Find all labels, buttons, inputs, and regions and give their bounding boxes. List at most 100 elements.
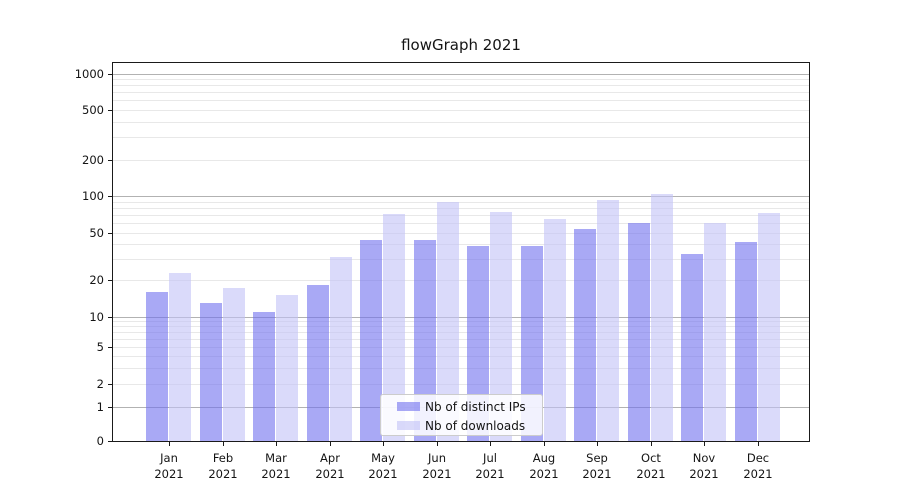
gridline-major-10: [113, 317, 809, 318]
gridline-minor-9: [113, 321, 809, 322]
x-tick-label-year: 2021: [315, 466, 345, 481]
gridline-minor-70: [113, 215, 809, 216]
bar-jan-downloads: [169, 273, 191, 441]
bar-oct-distinct-ips: [628, 223, 650, 441]
chart-title: flowGraph 2021: [401, 36, 521, 54]
x-tick-label-month: Dec: [746, 451, 770, 465]
gridline-minor-20: [113, 280, 809, 281]
x-tick-label-month: Feb: [212, 451, 234, 465]
x-tick-mark-oct: [651, 442, 652, 446]
bar-jul-distinct-ips: [467, 246, 489, 441]
y-tick-label-10: 10: [89, 310, 104, 324]
gridline-minor-5: [113, 347, 809, 348]
x-tick-label-month: May: [371, 451, 395, 465]
x-tick-label-year: 2021: [261, 466, 291, 481]
bar-jan-distinct-ips: [146, 292, 168, 441]
legend-row-distinct-ips: Nb of distinct IPs: [397, 397, 542, 416]
y-tick-mark-1: [108, 407, 112, 408]
y-tick-mark-5: [108, 347, 112, 348]
gridline-major-1000: [113, 74, 809, 75]
legend: Nb of distinct IPs Nb of downloads: [380, 394, 543, 436]
x-tick-label-aug: Aug 2021: [517, 451, 571, 482]
x-tick-mark-may: [383, 442, 384, 446]
y-tick-label-200: 200: [82, 153, 104, 167]
x-tick-label-feb: Feb 2021: [196, 451, 250, 482]
y-tick-mark-2: [108, 384, 112, 385]
y-tick-label-100: 100: [82, 189, 104, 203]
y-tick-label-0: 0: [96, 434, 104, 448]
y-tick-mark-500: [108, 110, 112, 111]
gridline-minor-7: [113, 332, 809, 333]
x-tick-mark-nov: [704, 442, 705, 446]
gridline-minor-300: [113, 137, 809, 138]
bar-sep-downloads: [597, 200, 619, 441]
bar-nov-distinct-ips: [681, 254, 703, 441]
x-tick-label-year: 2021: [475, 466, 505, 481]
bars-layer: [113, 63, 809, 441]
gridline-minor-80: [113, 208, 809, 209]
bar-feb-distinct-ips: [200, 303, 222, 441]
gridline-minor-2: [113, 384, 809, 385]
bar-oct-downloads: [651, 194, 673, 441]
x-tick-label-jan: Jan 2021: [142, 451, 196, 482]
gridline-minor-400: [113, 122, 809, 123]
x-tick-mark-apr: [330, 442, 331, 446]
y-tick-mark-100: [108, 196, 112, 197]
x-tick-label-sep: Sep 2021: [570, 451, 624, 482]
x-tick-label-apr: Apr 2021: [303, 451, 357, 482]
x-tick-mark-feb: [223, 442, 224, 446]
x-tick-label-may: May 2021: [356, 451, 410, 482]
x-tick-label-year: 2021: [154, 466, 184, 481]
legend-row-downloads: Nb of downloads: [397, 416, 542, 435]
y-tick-label-20: 20: [89, 273, 104, 287]
legend-label-distinct-ips: Nb of distinct IPs: [425, 399, 526, 414]
grid-layer: [113, 63, 809, 441]
gridline-minor-60: [113, 223, 809, 224]
y-tick-mark-1000: [108, 74, 112, 75]
bar-jun-downloads: [437, 202, 459, 441]
y-tick-label-2: 2: [96, 377, 104, 391]
gridline-minor-4: [113, 356, 809, 357]
x-tick-mark-dec: [758, 442, 759, 446]
legend-label-downloads: Nb of downloads: [425, 418, 526, 433]
gridline-minor-3: [113, 368, 809, 369]
gridline-minor-900: [113, 79, 809, 80]
gridline-minor-800: [113, 85, 809, 86]
bar-dec-downloads: [758, 213, 780, 441]
x-tick-label-year: 2021: [208, 466, 238, 481]
gridline-minor-30: [113, 259, 809, 260]
bar-apr-distinct-ips: [307, 285, 329, 441]
x-tick-label-year: 2021: [636, 466, 666, 481]
y-tick-mark-0: [108, 441, 112, 442]
gridline-minor-8: [113, 326, 809, 327]
gridline-minor-40: [113, 244, 809, 245]
gridline-minor-90: [113, 202, 809, 203]
x-tick-label-year: 2021: [689, 466, 719, 481]
x-tick-label-year: 2021: [743, 466, 773, 481]
x-tick-mark-sep: [597, 442, 598, 446]
y-tick-mark-20: [108, 280, 112, 281]
x-tick-label-month: Apr: [320, 451, 340, 465]
gridline-minor-600: [113, 100, 809, 101]
x-tick-mark-jul: [490, 442, 491, 446]
bar-feb-downloads: [223, 288, 245, 441]
legend-swatch-downloads: [397, 421, 420, 430]
y-tick-mark-50: [108, 233, 112, 234]
x-tick-label-month: Sep: [586, 451, 608, 465]
x-tick-label-nov: Nov 2021: [677, 451, 731, 482]
bar-apr-downloads: [330, 257, 352, 441]
bar-dec-distinct-ips: [735, 242, 757, 441]
bar-jul-downloads: [490, 212, 512, 441]
x-tick-label-jul: Jul 2021: [463, 451, 517, 482]
bar-sep-distinct-ips: [574, 229, 596, 441]
legend-swatch-distinct-ips: [397, 402, 420, 411]
gridline-minor-700: [113, 92, 809, 93]
bar-aug-downloads: [544, 219, 566, 441]
bar-jun-distinct-ips: [414, 240, 436, 441]
x-tick-label-month: Jul: [483, 451, 497, 465]
x-tick-label-dec: Dec 2021: [731, 451, 785, 482]
plot-area: Nb of distinct IPs Nb of downloads: [112, 62, 810, 442]
x-tick-label-month: Mar: [265, 451, 287, 465]
x-tick-label-mar: Mar 2021: [249, 451, 303, 482]
